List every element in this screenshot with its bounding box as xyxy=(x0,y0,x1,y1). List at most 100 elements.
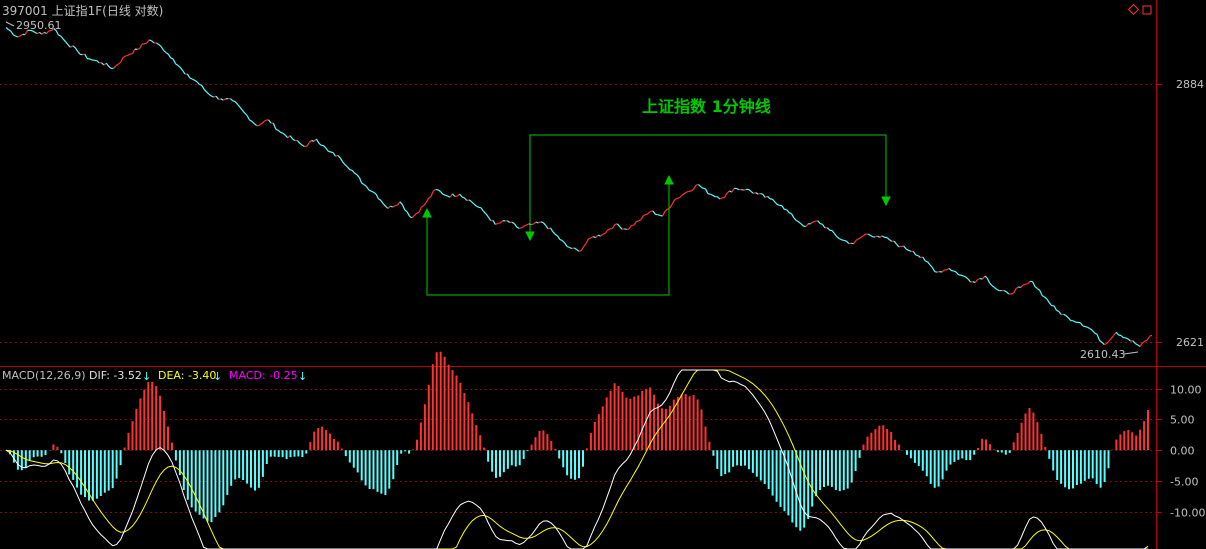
price-segment xyxy=(917,255,921,259)
price-segment xyxy=(1005,291,1010,295)
price-segment xyxy=(1106,340,1110,345)
macd-tick-label: 0.00 xyxy=(1170,445,1195,458)
price-segment xyxy=(1115,331,1120,336)
price-segment xyxy=(822,223,826,229)
window-restore-icon[interactable] xyxy=(1142,5,1152,15)
price-segment xyxy=(423,202,427,206)
price-segment xyxy=(125,54,128,57)
price-segment xyxy=(1032,281,1036,287)
price-segment xyxy=(463,197,468,201)
price-segment xyxy=(800,223,804,227)
price-segment xyxy=(607,228,611,231)
price-segment xyxy=(60,35,64,40)
price-segment xyxy=(893,240,897,245)
diamond-icon[interactable] xyxy=(1127,3,1140,16)
price-segment xyxy=(89,58,93,61)
price-segment xyxy=(1063,313,1067,317)
price-segment xyxy=(53,28,57,31)
price-segment xyxy=(879,235,883,238)
price-segment xyxy=(1087,326,1091,330)
price-segment xyxy=(585,238,590,244)
annotation-brackets xyxy=(422,134,891,296)
price-segment xyxy=(31,30,35,33)
price-segment xyxy=(476,205,479,208)
price-segment xyxy=(662,211,666,217)
price-segment xyxy=(15,35,19,38)
price-segment xyxy=(346,166,351,171)
price-segment xyxy=(750,190,754,194)
price-segment xyxy=(268,119,272,124)
price-segment xyxy=(397,201,401,206)
macd-histogram xyxy=(9,351,1149,531)
price-segment xyxy=(760,193,763,195)
price-segment xyxy=(112,65,117,69)
price-segment xyxy=(901,245,904,248)
price-segment xyxy=(58,34,62,37)
price-segment xyxy=(798,221,802,225)
price-segment xyxy=(819,223,823,225)
price-segment xyxy=(17,35,21,38)
price-segment xyxy=(836,236,840,240)
price-segment xyxy=(762,193,766,198)
price-segment xyxy=(62,38,67,43)
price-segment xyxy=(977,277,981,281)
price-segment xyxy=(158,44,162,48)
price-segment xyxy=(409,215,413,219)
price-segment xyxy=(65,41,69,46)
price-segment xyxy=(624,228,627,230)
dea-line xyxy=(5,369,1148,549)
price-segment xyxy=(471,201,475,205)
price-segment xyxy=(232,100,236,103)
macd-tick-label: -10.00 xyxy=(1170,507,1205,520)
price-segment xyxy=(275,128,279,131)
price-segment xyxy=(960,274,964,277)
price-segment xyxy=(896,243,900,248)
price-segment xyxy=(191,78,195,81)
price-segment xyxy=(306,142,310,147)
price-segment xyxy=(788,212,792,215)
price-segment xyxy=(282,132,286,136)
price-segment xyxy=(139,43,143,49)
price-segment xyxy=(755,192,759,195)
price-segment xyxy=(660,214,663,217)
arrow-lower-left xyxy=(422,207,432,218)
price-segment xyxy=(149,39,152,42)
price-segment xyxy=(1082,325,1086,328)
price-segment xyxy=(413,212,418,217)
price-segment xyxy=(218,98,222,100)
price-segment xyxy=(289,135,293,140)
price-segment xyxy=(325,147,329,152)
price-segment xyxy=(741,189,744,191)
macd-dea-label: DEA: -3.40 xyxy=(158,369,216,382)
price-segment xyxy=(712,194,716,198)
price-segment xyxy=(535,221,539,224)
price-segment xyxy=(531,223,534,226)
price-segment xyxy=(43,31,47,35)
low-marker xyxy=(1123,351,1139,355)
price-segment xyxy=(908,249,912,252)
price-segment xyxy=(165,52,169,55)
price-segment xyxy=(922,256,926,262)
price-segment xyxy=(36,31,40,35)
price-segment xyxy=(593,236,596,239)
price-segment xyxy=(186,73,191,79)
price-segment xyxy=(251,120,255,125)
price-segment xyxy=(127,53,131,56)
price-segment xyxy=(764,195,768,198)
price-segment xyxy=(332,152,337,157)
bracket-lower xyxy=(426,183,670,296)
price-segment xyxy=(380,200,384,205)
price-segment xyxy=(774,201,778,205)
macd-axis: 10.00 5.00 0.00 -5.00 -10.00 xyxy=(1156,384,1205,520)
price-segment xyxy=(1089,328,1093,331)
macd-tick-label: 5.00 xyxy=(1170,414,1195,427)
macd-dif-label: DIF: -3.52 xyxy=(89,369,142,382)
price-segment xyxy=(499,220,504,224)
price-segment xyxy=(986,277,991,284)
price-segment xyxy=(182,70,186,75)
price-segment xyxy=(757,193,761,195)
price-segment xyxy=(315,138,320,144)
price-segment xyxy=(626,228,630,230)
price-segment xyxy=(368,189,372,192)
price-segment xyxy=(167,53,172,59)
